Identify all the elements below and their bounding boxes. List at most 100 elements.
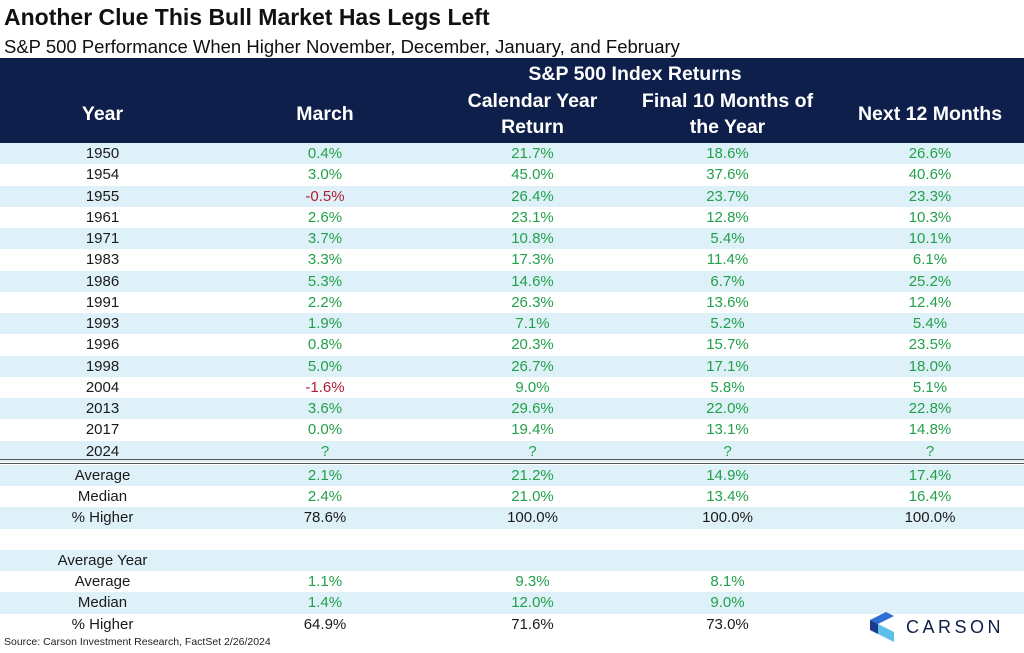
table-row: 1991 2.2% 26.3% 13.6% 12.4% — [0, 292, 1024, 313]
calendar-return-cell: 29.6% — [511, 400, 554, 417]
year-cell: Median — [77, 594, 128, 612]
calendar-return-cell: 9.0% — [515, 378, 550, 396]
next12-cell: 5.1% — [912, 378, 948, 396]
calendar-return-cell: 17.3% — [511, 251, 554, 269]
average-year-row: Median 1.4% 12.0% 9.0% — [0, 592, 1024, 614]
spacer-row — [0, 529, 1024, 550]
summary-row: Median 2.4% 21.0% 13.4% 16.4% — [0, 486, 1024, 507]
march-cell: 5.0% — [307, 357, 343, 375]
march-cell: 3.3% — [307, 251, 343, 269]
calendar-return-cell: 7.1% — [515, 315, 550, 332]
calendar-return-cell: 26.7% — [511, 357, 554, 375]
table-row: 1954 3.0% 45.0% 37.6% 40.6% — [0, 164, 1024, 185]
march-cell: 2.2% — [307, 293, 343, 311]
final10-cell: 14.9% — [706, 466, 749, 484]
calendar-return-cell: 23.1% — [511, 208, 554, 226]
final10-cell: 37.6% — [706, 166, 749, 184]
table-row: 1961 2.6% 23.1% 12.8% 10.3% — [0, 207, 1024, 228]
next12-cell: 5.4% — [912, 315, 948, 332]
chart-subtitle: S&P 500 Performance When Higher November… — [4, 36, 680, 57]
year-cell: Average — [74, 466, 131, 484]
carson-chevron-icon — [870, 612, 894, 642]
table-row: 2013 3.6% 29.6% 22.0% 22.8% — [0, 398, 1024, 420]
year-cell: 1996 — [85, 336, 120, 354]
average-year-row: % Higher 64.9% 71.6% 73.0% — [0, 614, 1024, 635]
final10-cell: 12.8% — [706, 208, 749, 226]
header-calendar-line1: Calendar Year — [467, 90, 598, 112]
header-next12: Next 12 Months — [857, 103, 1003, 125]
summary-row: Average 2.1% 21.2% 14.9% 17.4% — [0, 464, 1024, 486]
next12-cell: 17.4% — [908, 466, 952, 484]
next12-cell: ? — [925, 442, 935, 460]
header-group-label: S&P 500 Index Returns — [528, 63, 742, 85]
final10-cell: 15.7% — [706, 336, 749, 354]
year-cell: 1986 — [85, 272, 120, 290]
average-year-label: Average Year — [57, 551, 148, 569]
header-final10-line2: the Year — [689, 116, 766, 138]
march-cell: 3.0% — [307, 166, 343, 184]
year-cell: 1954 — [85, 166, 120, 184]
year-cell: 1998 — [85, 357, 120, 375]
calendar-return-cell: 10.8% — [511, 230, 554, 247]
year-cell: 2017 — [85, 421, 120, 439]
final10-cell: 13.4% — [706, 488, 749, 505]
march-cell: 64.9% — [303, 615, 347, 633]
march-cell: 0.4% — [307, 145, 343, 162]
average-year-row: Average 1.1% 9.3% 8.1% — [0, 571, 1024, 592]
table-row: 1986 5.3% 14.6% 6.7% 25.2% — [0, 270, 1024, 292]
year-cell: 1950 — [85, 145, 120, 162]
next12-cell: 12.4% — [908, 293, 952, 311]
march-cell: 2.4% — [307, 488, 343, 505]
year-cell: 2004 — [85, 378, 120, 396]
final10-cell: 100.0% — [702, 509, 753, 527]
final10-cell: 17.1% — [706, 357, 749, 375]
calendar-return-cell: 71.6% — [511, 615, 554, 633]
year-cell: 1991 — [85, 293, 120, 311]
final10-cell: 5.4% — [710, 230, 745, 247]
final10-cell: 23.7% — [706, 187, 749, 205]
calendar-return-cell: 26.4% — [511, 187, 554, 205]
year-cell: 2024 — [85, 442, 120, 460]
march-cell: 78.6% — [303, 509, 347, 527]
march-cell: -0.5% — [305, 187, 345, 205]
carson-logo-text: CARSON — [906, 616, 1005, 637]
calendar-return-cell: 21.2% — [511, 466, 554, 484]
year-cell: 1993 — [85, 315, 120, 332]
year-cell: 2013 — [85, 400, 120, 417]
year-cell: Median — [77, 488, 128, 505]
next12-cell: 25.2% — [908, 272, 952, 290]
calendar-return-cell: 14.6% — [511, 272, 554, 290]
table-row: 1998 5.0% 26.7% 17.1% 18.0% — [0, 355, 1024, 377]
year-cell: % Higher — [71, 615, 134, 633]
year-cell: 1961 — [85, 208, 120, 226]
march-cell: 5.3% — [307, 272, 343, 290]
table-body: 1950 0.4% 21.7% 18.6% 26.6% 1954 3.0% 45.0% 37.6… — [0, 143, 1024, 635]
next12-cell: 26.6% — [908, 145, 952, 162]
header-march: March — [296, 103, 354, 125]
final10-cell: 73.0% — [706, 615, 749, 633]
table-row: 2017 0.0% 19.4% 13.1% 14.8% — [0, 419, 1024, 440]
calendar-return-cell: 45.0% — [511, 166, 554, 184]
header-calendar-line2: Return — [501, 116, 564, 138]
next12-cell: 18.0% — [908, 357, 952, 375]
year-cell: 1955 — [85, 187, 120, 205]
next12-cell: 22.8% — [908, 400, 952, 417]
next12-cell: 100.0% — [904, 509, 956, 527]
final10-cell: 13.1% — [706, 421, 749, 439]
year-cell: % Higher — [71, 509, 134, 527]
calendar-return-cell: ? — [528, 442, 537, 460]
march-cell: 0.8% — [307, 336, 343, 354]
source-note: Source: Carson Investment Research, Fact… — [4, 636, 271, 648]
header-year: Year — [81, 103, 124, 125]
next12-cell: 16.4% — [908, 488, 952, 505]
march-cell: 1.9% — [307, 315, 343, 332]
calendar-return-cell: 20.3% — [511, 336, 554, 354]
final10-cell: 11.4% — [706, 251, 749, 269]
table-row: 1971 3.7% 10.8% 5.4% 10.1% — [0, 228, 1024, 250]
next12-cell: 14.8% — [908, 421, 952, 439]
final10-cell: ? — [723, 442, 732, 460]
next12-cell: 10.3% — [908, 208, 952, 226]
table-row: 1950 0.4% 21.7% 18.6% 26.6% — [0, 143, 1024, 165]
calendar-return-cell: 21.0% — [511, 488, 554, 505]
table-row: 1983 3.3% 17.3% 11.4% 6.1% — [0, 249, 1024, 270]
